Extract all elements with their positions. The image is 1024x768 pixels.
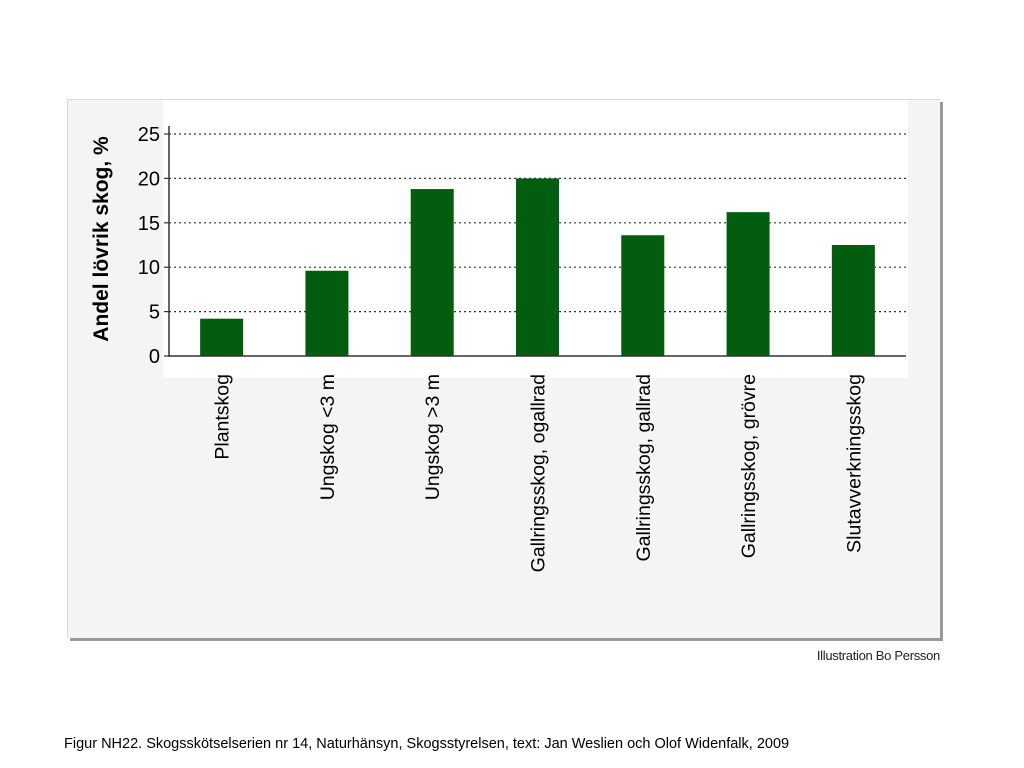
bar: [305, 270, 349, 356]
x-tick-label: Ungskog >3 m: [422, 374, 444, 500]
y-tick-label: 25: [138, 124, 160, 146]
illustration-credit: Illustration Bo Persson: [816, 648, 940, 663]
axes: [168, 126, 906, 357]
figure-panel: 0 5 10 15 20 25 Plantskog Ungskog <3 m Ungskog …: [67, 99, 940, 638]
x-tick-label: Slutavverkningsskog: [843, 374, 865, 553]
y-tick-label: 5: [149, 302, 160, 324]
y-tick-label: 20: [138, 168, 160, 190]
x-tick-label: Gallringsskog, gallrad: [633, 374, 655, 562]
bar: [516, 178, 559, 356]
y-tick-labels: 0 5 10 15 20 25: [138, 124, 160, 368]
x-tick-label: Gallringsskog, ogallrad: [528, 374, 550, 572]
bar: [621, 235, 665, 356]
x-tick-labels: Plantskog Ungskog <3 m Ungskog >3 m Gallrin…: [212, 374, 866, 572]
bar: [726, 212, 770, 356]
figure-caption: Figur NH22. Skogsskötselserien nr 14, Na…: [64, 736, 790, 752]
y-tick-label: 15: [138, 213, 160, 235]
x-tick-label: Gallringsskog, grövre: [738, 374, 760, 558]
bar: [200, 318, 244, 356]
y-tick-label: 0: [149, 346, 160, 368]
grid-lines: [164, 133, 906, 357]
x-tick-label: Ungskog <3 m: [317, 374, 339, 500]
y-tick-label: 10: [138, 257, 160, 279]
bar-chart: 0 5 10 15 20 25 Plantskog Ungskog <3 m Ungskog …: [90, 100, 908, 572]
bar: [410, 189, 454, 356]
bar: [831, 245, 875, 356]
bars: [200, 178, 875, 356]
y-axis-label: Andel lövrik skog, %: [90, 136, 113, 342]
x-tick-label: Plantskog: [212, 374, 234, 460]
